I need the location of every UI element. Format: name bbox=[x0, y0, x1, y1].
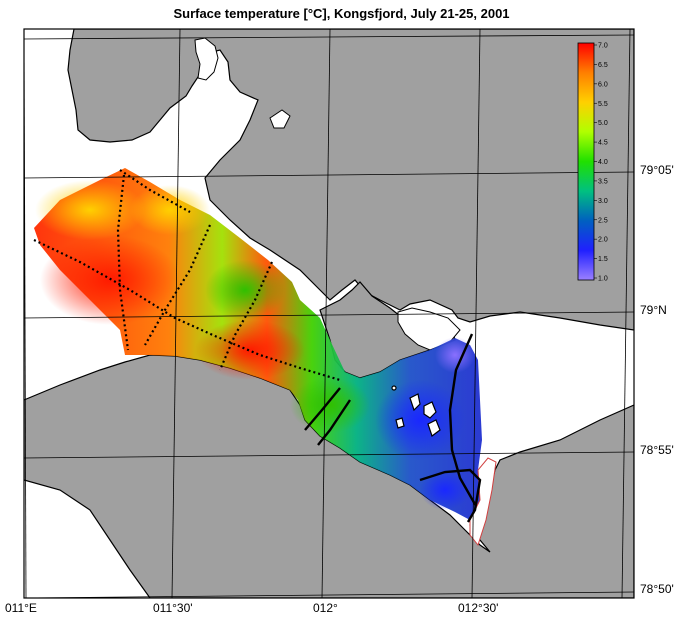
ship-tracks-solid bbox=[304, 333, 482, 523]
colorbar-tick-label: 4.5 bbox=[598, 140, 608, 147]
lat-label-78-55: 78°55' bbox=[640, 443, 674, 457]
colorbar-tick-label: 3.5 bbox=[598, 178, 608, 185]
coastal-strip bbox=[24, 480, 150, 598]
colorbar-tick-label: 1.5 bbox=[598, 256, 608, 263]
fjord-inlet bbox=[194, 37, 219, 81]
colorbar-tick-label: 3.0 bbox=[598, 198, 608, 205]
colorbar-tick-label: 2.0 bbox=[598, 237, 608, 244]
map-title: Surface temperature [°C], Kongsfjord, Ju… bbox=[173, 6, 510, 21]
colorbar-tick-label: 5.5 bbox=[598, 101, 608, 108]
colorbar-tick-label: 1.0 bbox=[598, 276, 608, 283]
temperature-field bbox=[34, 168, 482, 520]
coastline-sw bbox=[24, 479, 151, 598]
colorbar-tick-label: 2.5 bbox=[598, 217, 608, 224]
lon-label-011e: 011°E bbox=[5, 601, 37, 615]
fjord-inlet-east bbox=[269, 109, 291, 129]
colorbar-tick-label: 6.0 bbox=[598, 81, 608, 88]
ship-tracks bbox=[33, 169, 341, 382]
colorbar-swatch bbox=[577, 42, 595, 281]
lat-label-78-50: 78°50' bbox=[640, 582, 674, 596]
colorbar-tick-label: 4.0 bbox=[598, 159, 608, 166]
colorbar-tick-label: 7.0 bbox=[598, 43, 608, 50]
lon-label-012-30: 012°30' bbox=[458, 601, 499, 615]
lon-label-011-30: 011°30' bbox=[153, 601, 193, 615]
islands bbox=[391, 385, 441, 437]
lat-label-79-05: 79°05' bbox=[640, 163, 674, 177]
graticule bbox=[23, 28, 635, 599]
lat-label-79-n: 79°N bbox=[640, 303, 667, 317]
colorbar-tick-label: 5.0 bbox=[598, 120, 608, 127]
map-frame bbox=[23, 28, 635, 599]
lon-label-012: 012° bbox=[313, 601, 338, 615]
colorbar: 7.0 6.5 6.0 5.5 5.0 4.5 4.0 3.5 3.0 2.5 2.0 1.5 1.0 bbox=[577, 42, 608, 283]
land-north bbox=[67, 29, 634, 331]
colorbar-tick-label: 6.5 bbox=[598, 62, 608, 69]
